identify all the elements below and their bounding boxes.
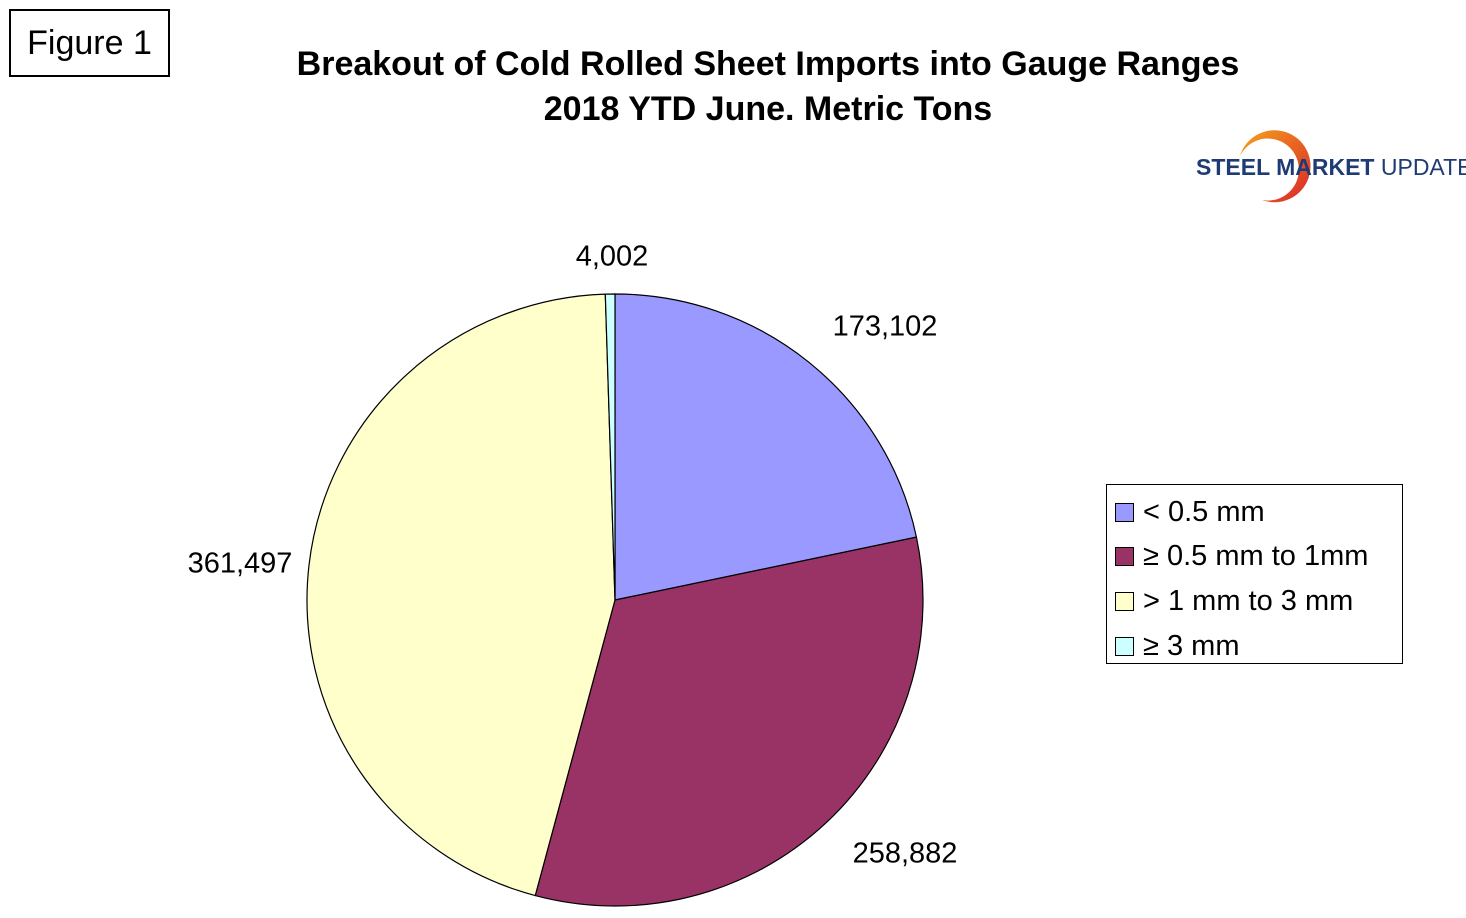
legend: < 0.5 mm ≥ 0.5 mm to 1mm > 1 mm to 3 mm … xyxy=(1106,484,1403,664)
slice-1-to-3mm xyxy=(306,293,616,897)
steel-market-update-logo: STEEL MARKET UPDATE xyxy=(1190,128,1466,208)
data-label-4: 4,002 xyxy=(576,241,649,273)
slice-0-5-to-1mm xyxy=(534,536,924,907)
legend-swatch-1 xyxy=(1115,502,1134,522)
chart-title-block: Breakout of Cold Rolled Sheet Imports in… xyxy=(0,42,1466,132)
legend-item-1: < 0.5 mm xyxy=(1115,494,1265,530)
legend-item-2: ≥ 0.5 mm to 1mm xyxy=(1115,538,1368,574)
figure-label: Figure 1 xyxy=(9,9,170,77)
pie-slices xyxy=(306,293,924,907)
legend-swatch-4 xyxy=(1115,636,1134,656)
legend-label-3: > 1 mm to 3 mm xyxy=(1143,584,1354,617)
chart-subtitle: 2018 YTD June. Metric Tons xyxy=(543,90,993,128)
data-label-3: 361,497 xyxy=(188,548,293,580)
slice-lt-0-5mm xyxy=(614,293,918,601)
slice-ge-3mm xyxy=(604,293,616,601)
legend-swatch-3 xyxy=(1115,591,1134,611)
legend-label-4: ≥ 3 mm xyxy=(1143,629,1240,662)
legend-swatch-2 xyxy=(1115,546,1134,566)
data-label-2: 258,882 xyxy=(853,838,958,870)
chart-title: Breakout of Cold Rolled Sheet Imports in… xyxy=(296,45,1240,83)
data-label-1: 173,102 xyxy=(833,311,938,343)
legend-label-1: < 0.5 mm xyxy=(1143,495,1265,528)
logo-swoosh-icon xyxy=(1240,130,1311,203)
legend-item-3: > 1 mm to 3 mm xyxy=(1115,583,1353,619)
legend-item-4: ≥ 3 mm xyxy=(1115,628,1239,664)
legend-label-2: ≥ 0.5 mm to 1mm xyxy=(1143,539,1369,572)
pie-data-labels: 173,102 258,882 361,497 4,002 xyxy=(188,241,958,870)
logo-text: STEEL MARKET UPDATE xyxy=(1196,154,1466,180)
